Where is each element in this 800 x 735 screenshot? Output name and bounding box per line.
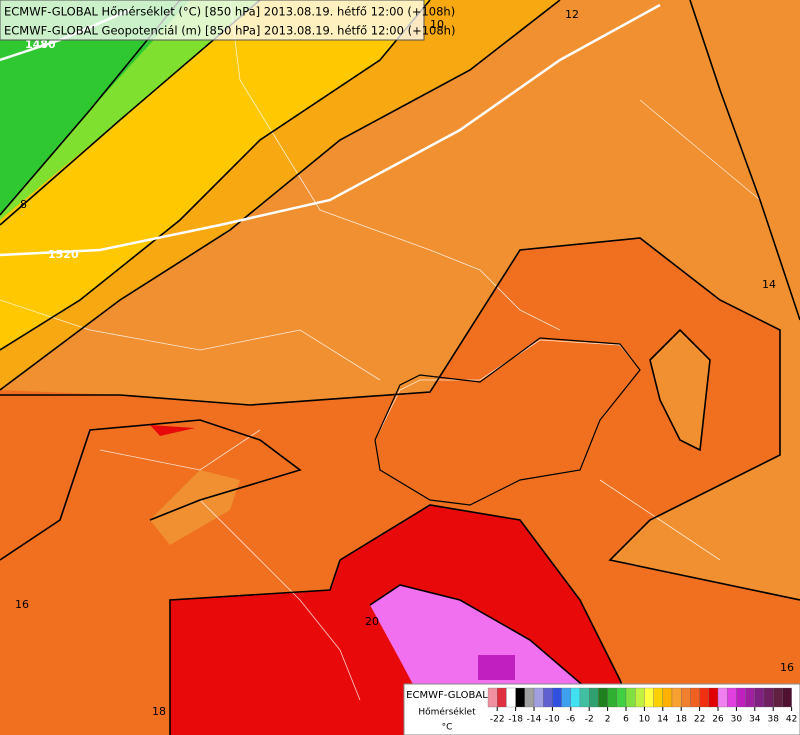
contour-label: 16 <box>15 598 29 611</box>
legend-tick-label: 26 <box>712 715 724 725</box>
legend-swatch <box>579 687 590 708</box>
legend-swatch <box>773 687 783 708</box>
yellow-region <box>0 0 430 350</box>
legend-swatch <box>754 687 765 708</box>
green-region <box>0 0 190 215</box>
legend-swatch <box>625 687 636 708</box>
legend-swatch <box>506 687 516 708</box>
warm-pocket <box>650 330 710 450</box>
purple-region <box>478 655 515 680</box>
contour-label: 20 <box>365 615 379 628</box>
header-line: ECMWF-GLOBAL Hőmérséklet (°C) [850 hPa] … <box>4 5 455 19</box>
legend-tick-label: 38 <box>767 715 779 725</box>
legend-tick-label: -18 <box>508 715 523 725</box>
legend-swatch <box>589 687 599 708</box>
header-box <box>0 0 425 41</box>
legend-swatch <box>745 687 755 708</box>
contour-label: 1520 <box>48 248 79 261</box>
legend-swatch <box>533 687 544 708</box>
legend-swatch <box>515 687 525 708</box>
contour-label: 12 <box>565 8 579 21</box>
legend-swatch <box>552 687 562 708</box>
legend-swatch <box>487 687 498 708</box>
legend-tick-label: 14 <box>657 715 669 725</box>
legend: ECMWF-GLOBAL Hőmérséklet °C -22 -18 -14 -10… <box>403 683 800 735</box>
legend-title: ECMWF-GLOBAL <box>406 690 488 701</box>
contour-label: 18 <box>152 705 166 718</box>
legend-swatch <box>662 687 673 708</box>
legend-swatch <box>671 687 682 708</box>
contour-label: 8 <box>20 198 27 211</box>
legend-tick-label: -10 <box>545 715 560 725</box>
legend-swatch <box>497 687 507 708</box>
legend-swatch <box>635 687 645 708</box>
legend-tick-label: 42 <box>786 715 797 725</box>
legend-tick-label: 18 <box>675 715 687 725</box>
legend-tick-label: 22 <box>694 715 705 725</box>
legend-swatch <box>717 687 728 708</box>
legend-swatch <box>570 687 581 708</box>
header-line: ECMWF-GLOBAL Geopotenciál (m) [850 hPa] … <box>4 24 455 38</box>
legend-swatch <box>699 687 709 708</box>
contour-label: 16 <box>780 661 794 674</box>
legend-swatch <box>736 687 746 708</box>
contour-label: 1480 <box>25 38 56 51</box>
geopotential-contour <box>0 3 661 257</box>
legend-swatch <box>561 687 571 708</box>
hungary-border <box>374 337 641 506</box>
legend-swatch <box>763 687 774 708</box>
legend-swatch <box>524 687 535 708</box>
legend-swatch <box>681 687 691 708</box>
legend-swatch <box>616 687 627 708</box>
legend-swatch <box>644 687 654 708</box>
legend-variable: Hőmérséklet <box>418 707 476 718</box>
amber-region <box>0 0 560 390</box>
legend-swatch <box>690 687 700 708</box>
legend-tick-label: 30 <box>731 715 743 725</box>
legend-tick-label: 34 <box>749 715 761 725</box>
legend-swatch <box>543 687 553 708</box>
legend-swatch <box>782 687 792 708</box>
legend-tick-label: -22 <box>490 715 505 725</box>
legend-tick-label: -6 <box>566 715 575 725</box>
warm-pocket <box>150 470 240 545</box>
legend-swatch <box>653 687 663 708</box>
contour-label: 14 <box>762 278 776 291</box>
legend-unit: °C <box>442 723 453 733</box>
legend-swatch <box>598 687 608 708</box>
legend-tick-label: 10 <box>639 715 651 725</box>
legend-tick-label: -2 <box>585 715 594 725</box>
legend-swatch <box>607 687 617 708</box>
contour-label: 10 <box>430 18 444 31</box>
legend-tick-label: 6 <box>623 715 629 725</box>
legend-swatch <box>708 687 719 708</box>
legend-tick-label: -14 <box>527 715 542 725</box>
red-pocket <box>150 425 195 436</box>
legend-tick-label: 2 <box>605 715 611 725</box>
legend-swatch <box>727 687 737 708</box>
